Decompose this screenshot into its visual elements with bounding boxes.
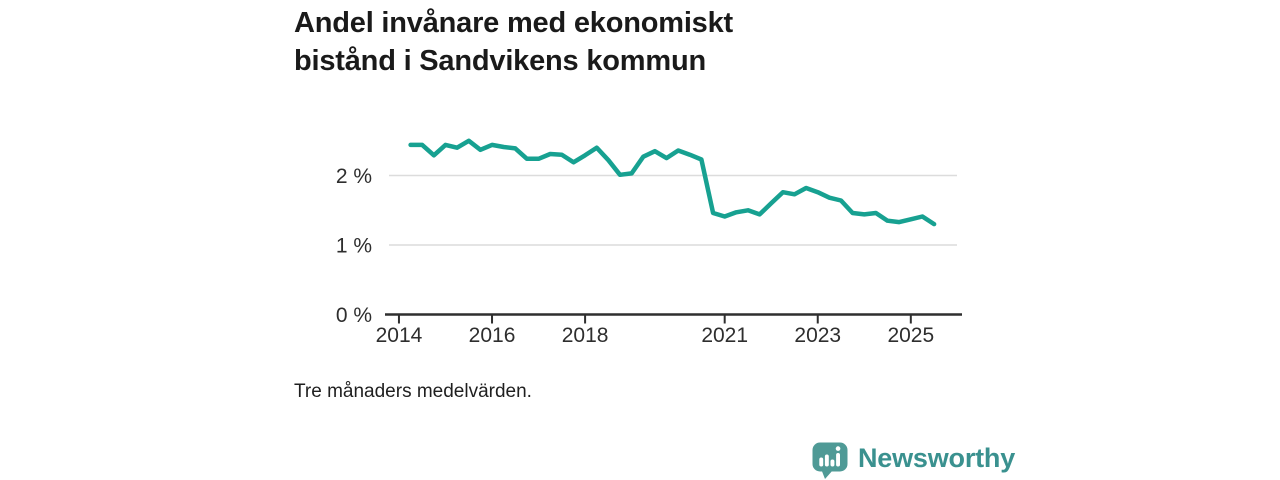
newsworthy-bubble-chart-icon: [812, 442, 848, 479]
x-tick-label-2025: 2025: [887, 324, 934, 347]
y-tick-label-0: 0 %: [336, 304, 372, 327]
chart-title-line2: bistånd i Sandvikens kommun: [294, 45, 706, 77]
chart-title: Andel invånare med ekonomiskt bistånd i …: [294, 4, 733, 80]
chart-title-line1: Andel invånare med ekonomiskt: [294, 7, 733, 39]
chart-caption: Tre månaders medelvärden.: [294, 381, 532, 402]
x-tick-label-2018: 2018: [562, 324, 609, 347]
newsworthy-logo: Newsworthy: [811, 441, 1015, 479]
y-tick-label-1: 1 %: [336, 235, 372, 258]
x-tick-label-2014: 2014: [376, 324, 423, 347]
x-tick-label-2016: 2016: [469, 324, 516, 347]
newsworthy-wordmark: Newsworthy: [858, 442, 1016, 473]
x-tick-label-2021: 2021: [701, 324, 748, 347]
y-tick-label-2: 2 %: [336, 165, 372, 188]
x-tick-label-2023: 2023: [794, 324, 841, 347]
data-line: [408, 138, 937, 227]
